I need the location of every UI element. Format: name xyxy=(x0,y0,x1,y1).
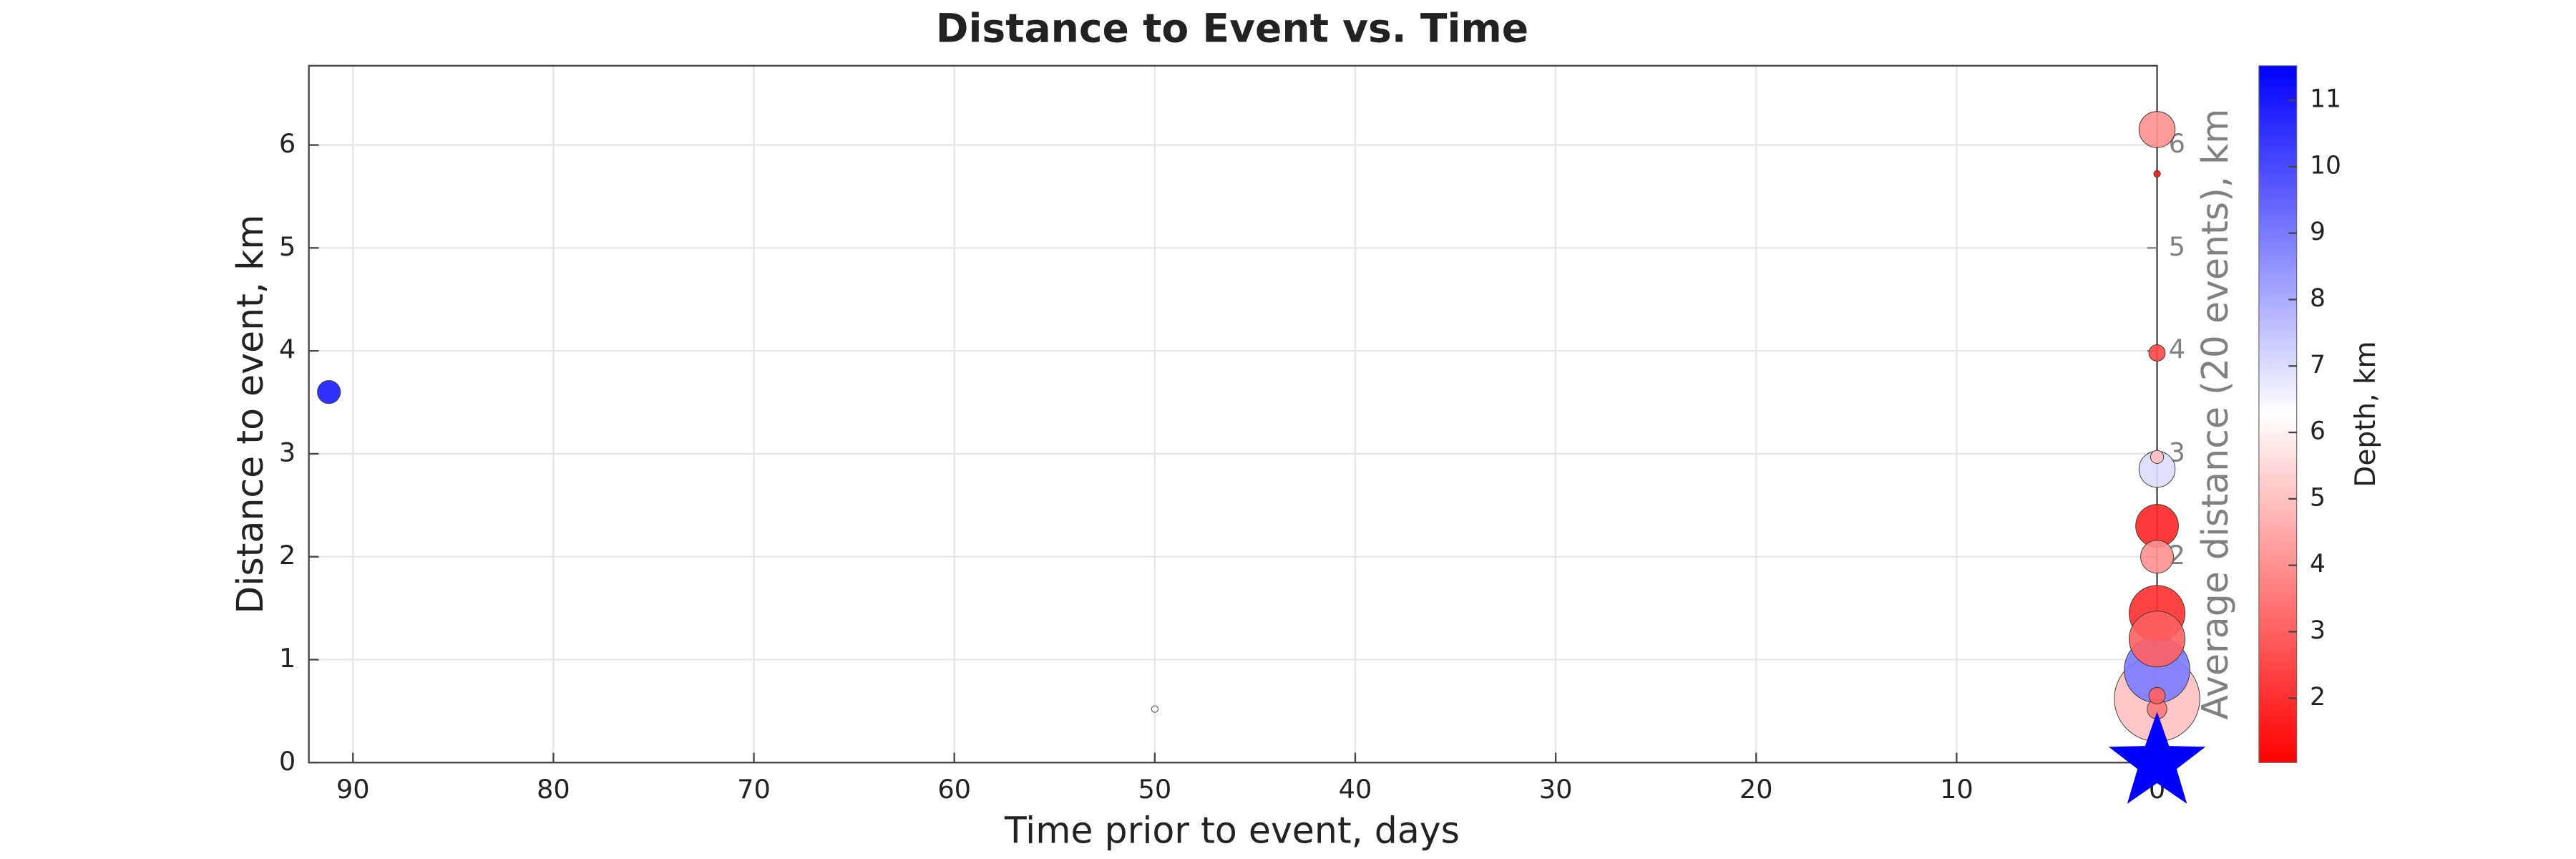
y2-tick-label: 5 xyxy=(2169,231,2185,262)
x-tick-label: 70 xyxy=(737,774,771,805)
colorbar-tick-label: 6 xyxy=(2310,417,2326,446)
colorbar-tick-label: 8 xyxy=(2310,284,2326,313)
colorbar-tick-label: 5 xyxy=(2310,483,2326,512)
colorbar-tick-label: 7 xyxy=(2310,351,2326,379)
y-tick-label: 4 xyxy=(279,334,296,365)
x-tick-label: 80 xyxy=(537,774,570,805)
colorbar-tick-label: 9 xyxy=(2310,218,2326,246)
data-point xyxy=(2150,450,2165,464)
event-star xyxy=(2108,712,2206,804)
x-tick-label: 60 xyxy=(937,774,971,805)
colorbar-tick-label: 2 xyxy=(2310,683,2326,712)
data-point xyxy=(2138,111,2176,148)
data-point xyxy=(2129,611,2186,668)
colorbar-tick-label: 10 xyxy=(2310,151,2341,180)
x-tick-label: 50 xyxy=(1138,774,1171,805)
data-point xyxy=(2153,170,2161,178)
y2-tick-label: 2 xyxy=(2169,540,2185,571)
data-point xyxy=(2140,540,2174,574)
x-tick-label: 90 xyxy=(336,774,370,805)
x-tick-label: 30 xyxy=(1539,774,1573,805)
y-tick-label: 1 xyxy=(279,643,296,674)
y-tick-label: 6 xyxy=(279,128,296,159)
data-point xyxy=(317,380,341,404)
x-axis-label: Time prior to event, days xyxy=(1004,810,1460,852)
axes-box xyxy=(308,64,2158,764)
data-point xyxy=(2148,344,2166,361)
colorbar-tick-label: 4 xyxy=(2310,550,2326,578)
x-tick-label: 20 xyxy=(1740,774,1773,805)
colorbar xyxy=(2258,65,2298,763)
colorbar-label: Depth, km xyxy=(2350,341,2382,487)
chart-title: Distance to Event vs. Time xyxy=(936,6,1528,52)
y-axis-label: Distance to event, km xyxy=(229,215,271,614)
y2-axis-label: Average distance (20 events), km xyxy=(2194,109,2236,720)
y-tick-label: 5 xyxy=(279,231,296,262)
data-point xyxy=(2148,686,2166,704)
y-tick-label: 2 xyxy=(279,540,296,571)
y2-tick-label: 4 xyxy=(2169,334,2185,365)
colorbar-tick-label: 11 xyxy=(2310,85,2341,114)
colorbar-tick-label: 3 xyxy=(2310,616,2326,645)
x-tick-label: 10 xyxy=(1940,774,1974,805)
y-tick-label: 3 xyxy=(279,437,296,467)
data-point xyxy=(1151,705,1158,713)
plot-area xyxy=(308,65,2157,763)
y-tick-label: 0 xyxy=(279,746,296,777)
x-tick-label: 40 xyxy=(1339,774,1372,805)
